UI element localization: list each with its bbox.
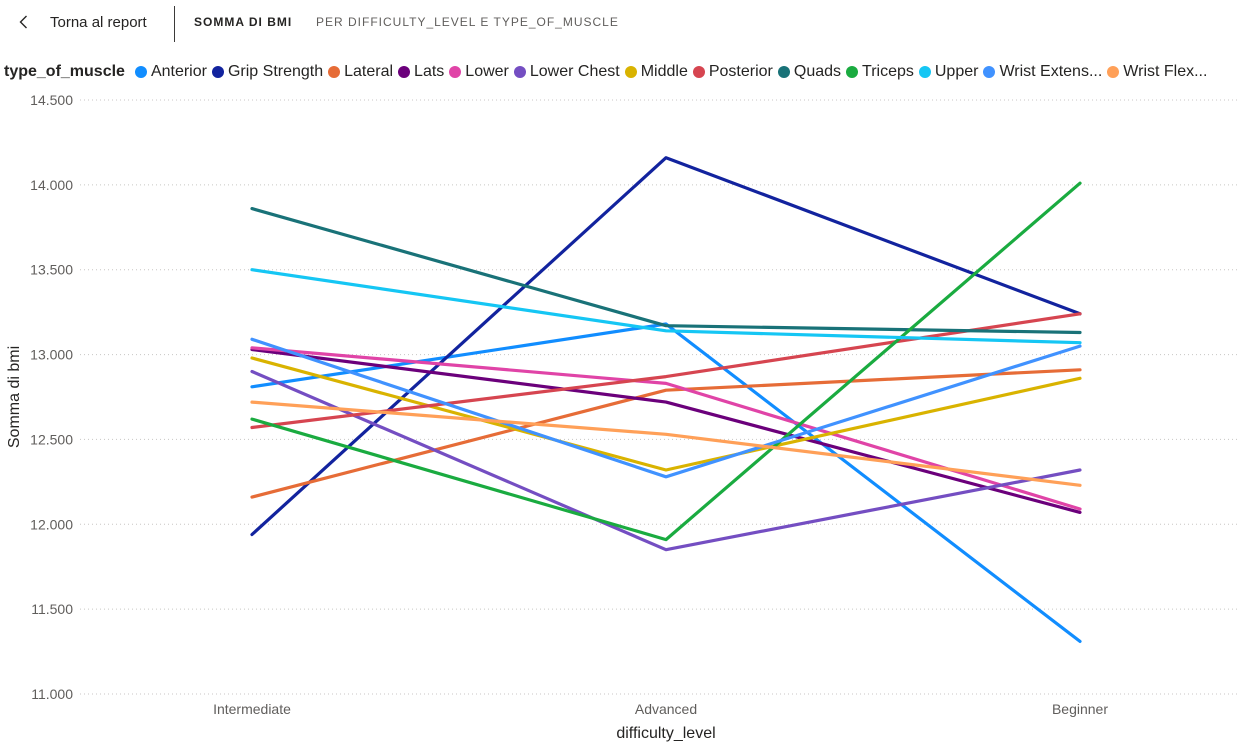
legend-item[interactable]: Posterior bbox=[692, 63, 773, 81]
legend-color-dot bbox=[624, 66, 637, 78]
legend-color-dot bbox=[1107, 66, 1120, 78]
series-line bbox=[250, 322, 1082, 644]
back-to-report-button[interactable]: Torna al report bbox=[14, 8, 147, 36]
legend-item-label: Lats bbox=[414, 63, 445, 80]
legend-color-dot bbox=[398, 66, 411, 78]
header-divider bbox=[174, 6, 175, 42]
legend-color-dot bbox=[513, 66, 526, 78]
x-axis-title: difficulty_level bbox=[616, 725, 715, 742]
series-line bbox=[250, 347, 1082, 515]
series-line bbox=[250, 207, 1082, 335]
series-line bbox=[250, 181, 1082, 542]
series-line bbox=[250, 369, 1082, 552]
series-line bbox=[250, 337, 1082, 479]
legend-item[interactable]: Triceps bbox=[846, 63, 914, 81]
legend-title: type_of_muscle bbox=[4, 63, 125, 80]
legend-color-dot bbox=[777, 66, 790, 78]
series-line bbox=[250, 268, 1082, 345]
legend-item-label: Lower bbox=[465, 63, 509, 80]
legend-item[interactable]: Lateral bbox=[328, 63, 393, 81]
y-tick-label: 11.000 bbox=[31, 686, 73, 702]
visual-subtitle: PER DIFFICULTY_LEVEL E TYPE_OF_MUSCLE bbox=[316, 15, 619, 29]
x-tick-label: Beginner bbox=[1052, 701, 1108, 717]
legend-item-label: Lower Chest bbox=[529, 63, 620, 80]
legend-item-label: Wrist Extens... bbox=[999, 63, 1103, 80]
legend-item[interactable]: Quads bbox=[777, 63, 842, 81]
legend-color-dot bbox=[328, 66, 341, 78]
legend-item-label: Triceps bbox=[862, 63, 914, 80]
visual-title: SOMMA DI BMI bbox=[194, 15, 293, 29]
legend-color-dot bbox=[846, 66, 859, 78]
legend-item[interactable]: Grip Strength bbox=[211, 63, 324, 81]
y-tick-label: 13.000 bbox=[30, 347, 73, 363]
legend-item[interactable]: Upper bbox=[918, 63, 979, 81]
legend-item-label: Posterior bbox=[708, 63, 773, 80]
x-tick-label: Intermediate bbox=[213, 701, 291, 717]
legend-item-label: Middle bbox=[640, 63, 688, 80]
x-tick-label: Advanced bbox=[635, 701, 697, 717]
legend-color-dot bbox=[134, 66, 147, 78]
legend-item-label: Grip Strength bbox=[227, 63, 324, 80]
legend-color-dot bbox=[983, 66, 996, 78]
legend-item-label: Anterior bbox=[150, 63, 207, 80]
y-tick-label: 11.500 bbox=[31, 601, 73, 617]
chevron-left-icon bbox=[19, 15, 27, 29]
legend-item[interactable]: Anterior bbox=[134, 63, 207, 81]
legend-item-label: Lateral bbox=[344, 63, 394, 80]
legend-item-label: Upper bbox=[934, 63, 979, 80]
chart-legend: type_of_muscle Anterior Grip Strength Late… bbox=[4, 61, 1250, 83]
y-tick-label: 12.500 bbox=[30, 431, 73, 447]
legend-item[interactable]: Wrist Extens... bbox=[983, 63, 1102, 81]
back-label: Torna al report bbox=[50, 13, 147, 31]
legend-item[interactable]: Middle bbox=[624, 63, 688, 81]
legend-color-dot bbox=[211, 66, 224, 78]
legend-color-dot bbox=[918, 66, 931, 78]
y-tick-label: 12.000 bbox=[30, 516, 73, 532]
y-tick-label: 14.000 bbox=[30, 177, 73, 193]
top-bar: Torna al report SOMMA DI BMI PER DIFFICU… bbox=[0, 0, 1250, 44]
series-line bbox=[250, 368, 1082, 499]
legend-item[interactable]: Lats bbox=[398, 63, 444, 81]
series-line bbox=[250, 356, 1082, 472]
legend-color-dot bbox=[449, 66, 462, 78]
y-axis-title: Somma di bmi bbox=[6, 346, 23, 448]
legend-items: Anterior Grip Strength Lateral Lats Lower Low… bbox=[134, 63, 1213, 81]
series-line bbox=[250, 400, 1082, 487]
legend-item-label: Wrist Flex... bbox=[1123, 63, 1208, 80]
legend-item-label: Quads bbox=[793, 63, 842, 80]
y-tick-label: 13.500 bbox=[30, 262, 73, 278]
series-line bbox=[250, 346, 1082, 511]
legend-item[interactable]: Lower bbox=[449, 63, 509, 81]
series-line bbox=[250, 156, 1082, 537]
legend-item[interactable]: Lower Chest bbox=[513, 63, 620, 81]
y-tick-label: 14.500 bbox=[30, 92, 73, 108]
series-line bbox=[250, 312, 1082, 430]
legend-item[interactable]: Wrist Flex... bbox=[1107, 63, 1207, 81]
legend-color-dot bbox=[692, 66, 705, 78]
